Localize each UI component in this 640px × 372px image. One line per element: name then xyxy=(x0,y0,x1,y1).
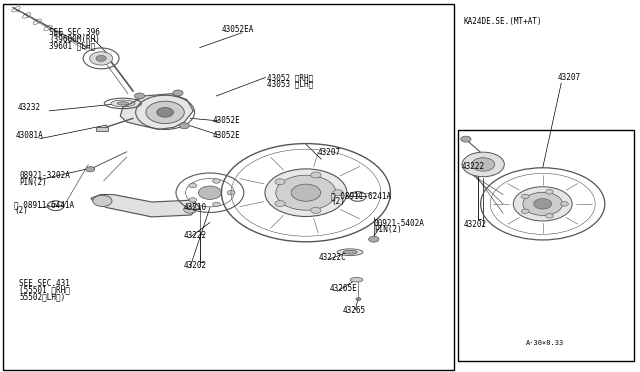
Text: 43202: 43202 xyxy=(463,220,486,229)
Polygon shape xyxy=(120,94,193,129)
Text: 43081A: 43081A xyxy=(16,131,44,140)
Circle shape xyxy=(173,90,183,96)
Circle shape xyxy=(184,206,196,213)
Circle shape xyxy=(189,198,196,202)
Circle shape xyxy=(561,202,568,206)
Circle shape xyxy=(310,208,321,214)
Text: 43222: 43222 xyxy=(184,231,207,240)
Text: A·30×0.33: A·30×0.33 xyxy=(526,340,564,346)
Circle shape xyxy=(276,175,336,210)
Text: PIN(2): PIN(2) xyxy=(19,178,47,187)
Text: 43232: 43232 xyxy=(17,103,40,112)
Circle shape xyxy=(523,192,563,215)
Text: 43052EA: 43052EA xyxy=(222,25,255,33)
Circle shape xyxy=(369,236,379,242)
Circle shape xyxy=(212,179,220,183)
Circle shape xyxy=(134,93,145,99)
Circle shape xyxy=(179,123,189,129)
Text: 43222: 43222 xyxy=(462,162,485,171)
Text: PIN(2): PIN(2) xyxy=(374,225,401,234)
Text: 43052 〈RH〉: 43052 〈RH〉 xyxy=(267,73,313,82)
Circle shape xyxy=(275,201,285,206)
Text: 55502〈LH〉): 55502〈LH〉) xyxy=(19,292,65,301)
Text: 08921-3202A: 08921-3202A xyxy=(19,171,70,180)
Text: 43052E: 43052E xyxy=(212,116,240,125)
Text: Ⓝ 08911-6441A: Ⓝ 08911-6441A xyxy=(14,200,74,209)
Circle shape xyxy=(546,214,554,218)
Circle shape xyxy=(275,179,285,185)
Polygon shape xyxy=(91,195,200,217)
Bar xyxy=(96,127,108,131)
Circle shape xyxy=(198,186,221,199)
Circle shape xyxy=(265,169,347,217)
Text: 43053 〈LH〉: 43053 〈LH〉 xyxy=(267,79,313,88)
Circle shape xyxy=(534,199,552,209)
Circle shape xyxy=(461,136,471,142)
Text: Ⓝ 08911-6241A: Ⓝ 08911-6241A xyxy=(331,191,391,200)
Text: KA24DE.SE.(MT+AT): KA24DE.SE.(MT+AT) xyxy=(463,17,542,26)
Circle shape xyxy=(227,190,235,195)
Circle shape xyxy=(291,184,321,201)
Circle shape xyxy=(356,298,361,301)
Circle shape xyxy=(521,194,529,199)
Text: (55501 〈RH〉: (55501 〈RH〉 xyxy=(19,286,70,295)
Text: 43207: 43207 xyxy=(318,148,341,157)
Circle shape xyxy=(93,195,112,206)
Ellipse shape xyxy=(337,249,363,256)
Text: 43222C: 43222C xyxy=(319,253,346,262)
Text: (39600M(RH): (39600M(RH) xyxy=(49,35,100,44)
Circle shape xyxy=(96,55,106,61)
Circle shape xyxy=(472,158,495,171)
Text: N: N xyxy=(356,194,360,199)
Circle shape xyxy=(157,108,173,117)
Text: 43210: 43210 xyxy=(184,203,207,212)
Text: 43207: 43207 xyxy=(558,73,581,82)
Ellipse shape xyxy=(117,102,129,105)
Circle shape xyxy=(462,152,504,177)
Circle shape xyxy=(310,172,321,178)
Bar xyxy=(3,4,454,370)
Circle shape xyxy=(189,183,196,188)
Text: 43052E: 43052E xyxy=(212,131,240,140)
Text: 43265E: 43265E xyxy=(330,284,357,293)
Ellipse shape xyxy=(350,278,363,282)
Circle shape xyxy=(333,190,343,196)
Text: N: N xyxy=(54,203,58,208)
Circle shape xyxy=(521,209,529,214)
Text: SEE SEC.431: SEE SEC.431 xyxy=(19,279,70,288)
Text: 43202: 43202 xyxy=(184,261,207,270)
Circle shape xyxy=(86,167,95,172)
Circle shape xyxy=(90,52,113,65)
Circle shape xyxy=(513,187,572,221)
Circle shape xyxy=(546,190,554,194)
Ellipse shape xyxy=(111,100,135,107)
Text: 43265: 43265 xyxy=(342,307,365,315)
Ellipse shape xyxy=(343,250,357,254)
Circle shape xyxy=(146,101,184,124)
Text: (2): (2) xyxy=(331,198,345,206)
Text: (2): (2) xyxy=(14,206,28,215)
Text: 00921-5402A: 00921-5402A xyxy=(374,219,424,228)
Circle shape xyxy=(212,202,220,206)
Text: 39601 〈LH〉: 39601 〈LH〉 xyxy=(49,41,95,50)
Bar xyxy=(458,130,634,361)
Text: SEE SEC.396: SEE SEC.396 xyxy=(49,28,100,37)
